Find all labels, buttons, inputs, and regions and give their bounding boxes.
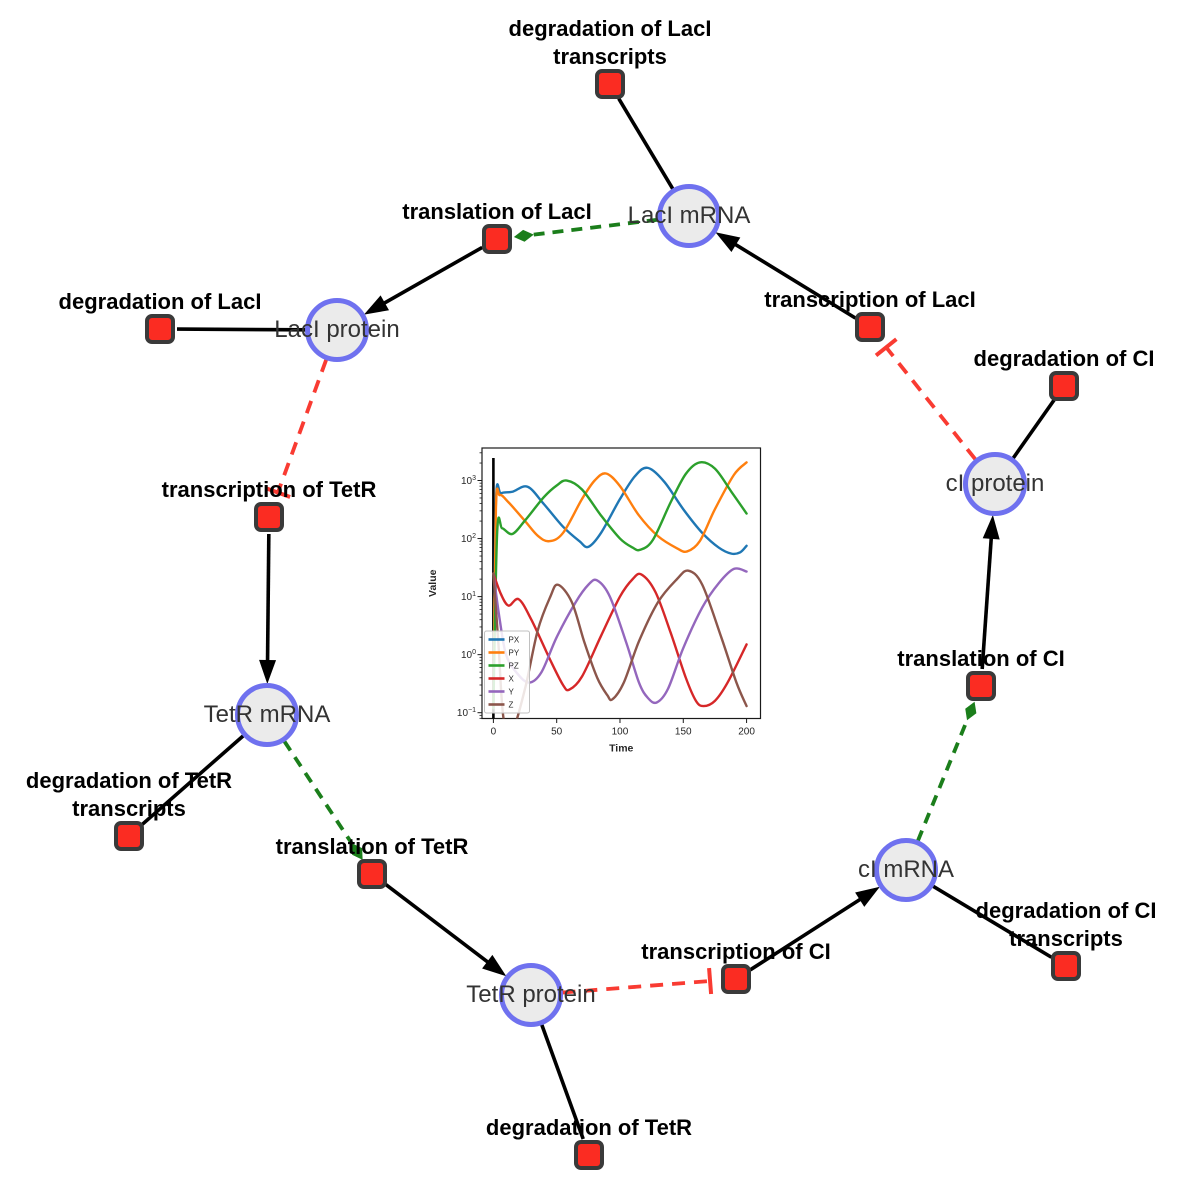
reaction-node-deg-lacI-transcripts xyxy=(595,69,625,99)
species-node-lacI-protein xyxy=(305,298,369,362)
reaction-node-tr-cI xyxy=(721,964,751,994)
x-tick-label: 100 xyxy=(612,727,629,738)
x-tick-label: 150 xyxy=(675,727,692,738)
arrowhead-icon xyxy=(982,514,1000,540)
x-axis-label: Time xyxy=(609,743,633,755)
reaction-node-tl-lacI xyxy=(482,224,512,254)
edge-activator-cI-mRNA-tl-cI xyxy=(916,719,969,842)
legend-label-PX: PX xyxy=(509,636,520,645)
edge-plain-cI-protein-deg-cI xyxy=(1011,398,1056,460)
series-line-Y xyxy=(492,567,748,705)
edge-plain-lacI-protein-deg-lacI xyxy=(176,327,306,332)
arrowhead-icon xyxy=(259,659,277,685)
diamond-arrowhead-icon xyxy=(513,229,534,242)
species-node-cI-mRNA xyxy=(874,838,938,902)
x-tick-label: 50 xyxy=(551,727,563,738)
series-line-PY xyxy=(492,461,748,710)
chart-ticks: 0 50 100 150 200 10−1 100 101 102 103 xyxy=(457,452,755,738)
x-tick-label: 200 xyxy=(738,727,755,738)
diamond-arrowhead-icon xyxy=(965,701,977,721)
chart-series-layer xyxy=(492,461,748,719)
y-tick-label: 103 xyxy=(461,475,476,487)
x-tick-label: 0 xyxy=(491,727,497,738)
chart-axes-box xyxy=(481,447,762,720)
reaction-node-tl-tetR xyxy=(357,859,387,889)
nodes-layer xyxy=(114,69,1081,1170)
legend-label-PZ: PZ xyxy=(509,662,519,671)
reaction-node-deg-lacI xyxy=(145,314,175,344)
tbar-inhibition-icon xyxy=(264,486,291,499)
series-line-PX xyxy=(492,466,748,710)
species-node-cI-protein xyxy=(963,452,1027,516)
edge-inhibitor-lacI-protein-tr-tetR xyxy=(276,358,329,494)
y-tick-label: 102 xyxy=(461,533,476,545)
diamond-arrowhead-icon xyxy=(351,843,363,860)
edge-product-tl-cI-cI-protein xyxy=(980,534,994,670)
reaction-node-deg-cI xyxy=(1049,371,1079,401)
arrowhead-icon xyxy=(363,295,390,315)
series-line-Z xyxy=(492,569,748,719)
species-node-lacI-mRNA xyxy=(657,184,721,248)
series-line-PZ xyxy=(492,461,748,710)
legend-label-X: X xyxy=(509,675,515,684)
arrowhead-icon xyxy=(855,886,880,907)
chart-legend: PX PY PZ XYZ xyxy=(484,630,530,714)
timeseries-chart: 0 50 100 150 20010−1100101102103TimeValuePXP… xyxy=(424,440,772,762)
edge-inhibitor-cI-protein-tr-lacI xyxy=(884,346,977,461)
reaction-node-tr-lacI xyxy=(855,312,885,342)
edge-plain-lacI-mRNA-deg-lacI-transcripts xyxy=(617,97,675,190)
edge-product-tr-lacI-lacI-mRNA xyxy=(731,241,857,320)
edge-activator-tetR-mRNA-tl-tetR xyxy=(282,740,354,845)
species-node-tetR-protein xyxy=(499,963,563,1027)
reaction-node-tl-cI xyxy=(966,671,996,701)
edge-product-tl-tetR-tetR-protein xyxy=(384,882,492,966)
edge-activator-lacI-mRNA-tl-lacI xyxy=(533,217,658,237)
edges-layer xyxy=(140,97,1056,1140)
edge-plain-tetR-mRNA-deg-tetR-transcripts xyxy=(140,734,245,827)
y-tick-label: 101 xyxy=(461,591,476,603)
series-line-X xyxy=(492,572,748,708)
edge-plain-tetR-protein-deg-tetR xyxy=(540,1024,585,1140)
edge-product-tl-lacI-lacI-protein xyxy=(380,245,484,307)
arrowhead-icon xyxy=(715,232,741,252)
legend-label-Z: Z xyxy=(509,701,514,710)
y-tick-label: 10−1 xyxy=(457,707,476,719)
reaction-node-deg-cI-transcripts xyxy=(1051,951,1081,981)
legend-label-Y: Y xyxy=(509,688,515,697)
species-node-tetR-mRNA xyxy=(235,683,299,747)
edge-plain-cI-mRNA-deg-cI-transcripts xyxy=(932,884,1053,959)
tbar-inhibition-icon xyxy=(874,337,898,358)
legend-label-PY: PY xyxy=(509,649,520,658)
edge-inhibitor-tetR-protein-tr-cI xyxy=(562,979,711,995)
edge-product-tr-cI-cI-mRNA xyxy=(749,896,865,972)
reaction-node-tr-tetR xyxy=(254,502,284,532)
legend-box xyxy=(484,630,530,714)
tbar-inhibition-icon xyxy=(707,967,714,995)
reaction-node-deg-tetR-transcripts xyxy=(114,821,144,851)
edge-product-tr-tetR-tetR-mRNA xyxy=(265,533,271,665)
reaction-node-deg-tetR xyxy=(574,1140,604,1170)
y-axis-label: Value xyxy=(427,569,439,597)
arrowhead-icon xyxy=(482,954,507,977)
y-tick-label: 100 xyxy=(461,649,476,661)
